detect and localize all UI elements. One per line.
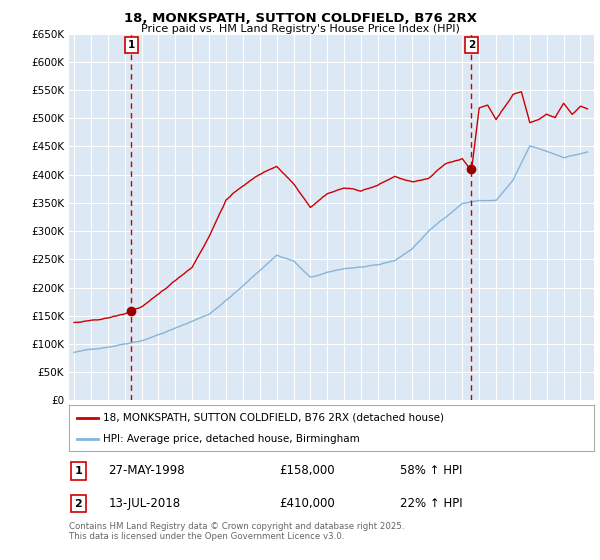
Text: £410,000: £410,000 <box>279 497 335 510</box>
Text: 18, MONKSPATH, SUTTON COLDFIELD, B76 2RX: 18, MONKSPATH, SUTTON COLDFIELD, B76 2RX <box>124 12 476 25</box>
Text: 18, MONKSPATH, SUTTON COLDFIELD, B76 2RX (detached house): 18, MONKSPATH, SUTTON COLDFIELD, B76 2RX… <box>103 413 444 423</box>
Text: 2: 2 <box>74 499 82 509</box>
Text: Price paid vs. HM Land Registry's House Price Index (HPI): Price paid vs. HM Land Registry's House … <box>140 24 460 34</box>
Text: 1: 1 <box>74 466 82 476</box>
Text: 13-JUL-2018: 13-JUL-2018 <box>109 497 181 510</box>
Text: 27-MAY-1998: 27-MAY-1998 <box>109 464 185 478</box>
Text: Contains HM Land Registry data © Crown copyright and database right 2025.
This d: Contains HM Land Registry data © Crown c… <box>69 522 404 542</box>
Text: HPI: Average price, detached house, Birmingham: HPI: Average price, detached house, Birm… <box>103 435 360 444</box>
Text: 2: 2 <box>468 40 475 50</box>
Text: 58% ↑ HPI: 58% ↑ HPI <box>400 464 462 478</box>
Text: £158,000: £158,000 <box>279 464 335 478</box>
Text: 22% ↑ HPI: 22% ↑ HPI <box>400 497 463 510</box>
Text: 1: 1 <box>128 40 135 50</box>
